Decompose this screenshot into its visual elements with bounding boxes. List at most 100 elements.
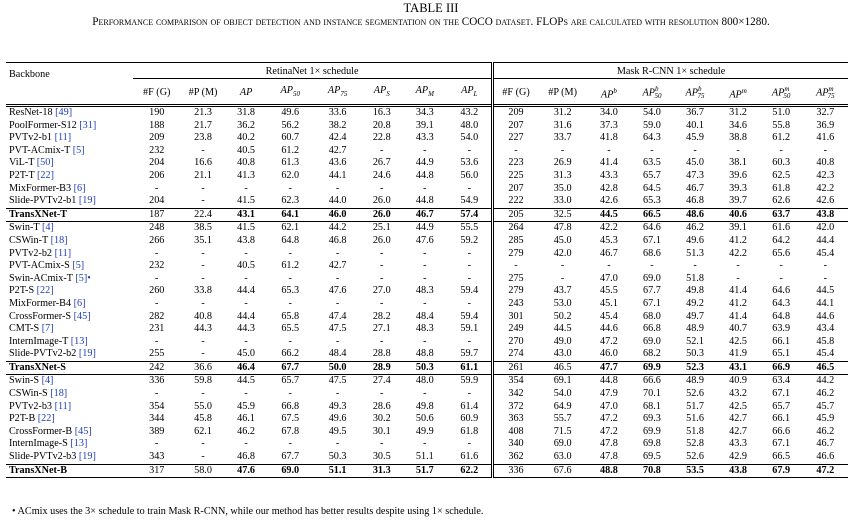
table-cell: 44.5 (553, 323, 572, 335)
table-cell: 55.8 (772, 119, 791, 131)
citation-link[interactable]: [5]• (75, 272, 91, 284)
table-cell: - (380, 144, 384, 156)
table-cell: 66.5 (630, 207, 674, 222)
citation-link[interactable]: [13] (70, 438, 88, 450)
table-cell: 408 (491, 425, 538, 439)
table-cell: 25.1 (361, 221, 403, 235)
table-cell: 46.2 (673, 221, 717, 235)
citation-link[interactable]: [45] (74, 425, 92, 437)
table-cell: 65.5 (281, 323, 300, 335)
backbone-name: Slide-PVTv2-b1 [19] (6, 195, 133, 208)
table-cell: - (201, 388, 205, 400)
citation-link[interactable]: [22] (37, 413, 55, 425)
citation-link[interactable]: [4] (41, 222, 54, 234)
table-cell: 47.2 (802, 463, 848, 479)
table-cell: 48.3 (415, 323, 434, 335)
backbone-name: MixFormer-B3 [6] (6, 183, 133, 196)
table-cell: 188 (149, 119, 165, 131)
table-cell: 39.6 (729, 169, 747, 181)
citation-link[interactable]: [18] (50, 234, 68, 246)
table-cell: 63.5 (643, 157, 661, 169)
table-cell: - (201, 195, 205, 207)
table-cell: 354 (149, 400, 165, 412)
table-cell: - (335, 297, 340, 309)
table-cell: 42.4 (328, 132, 347, 144)
table-cell: 64.2 (772, 234, 791, 246)
citation-link[interactable]: [6] (73, 297, 86, 309)
table-cell: 39.1 (716, 221, 760, 235)
backbone-name: PVTv2-b3 [11] (6, 401, 133, 414)
table-cell: 34.3 (402, 103, 448, 120)
table-cell: 54.0 (553, 388, 572, 400)
table-cell: 49.6 (266, 103, 314, 120)
table-cell: 56.0 (460, 169, 479, 181)
table-cell: 44.3 (237, 323, 255, 335)
table-cell: 207 (491, 119, 538, 133)
table-cell: 62.0 (281, 169, 300, 181)
table-cell: 42.5 (729, 335, 747, 347)
table-row: CSWin-S [18] - - - - - - - - 342 54.0 47.9 70.1 52.6 4… (6, 388, 848, 401)
citation-link[interactable]: [7] (41, 323, 54, 335)
citation-link[interactable]: [11] (54, 247, 72, 259)
table-cell: 41.2 (729, 234, 747, 246)
table-cell: 51.7 (686, 400, 704, 412)
citation-link[interactable]: [22] (36, 285, 54, 297)
table-cell: 63.4 (759, 374, 803, 389)
table-row: CrossFormer-B [45] 389 62.1 46.2 67.8 49.5 30.… (6, 425, 848, 439)
table-cell: 44.5 (816, 285, 835, 297)
citation-link[interactable]: [18] (50, 388, 68, 400)
table-cell: 47.9 (599, 388, 618, 400)
citation-link[interactable]: [4] (41, 375, 54, 387)
table-cell: 42.2 (729, 247, 747, 259)
table-cell: 26.0 (361, 207, 403, 222)
table-cell: - (467, 144, 471, 156)
table-cell: 62.1 (194, 425, 212, 437)
citation-link[interactable]: [6] (73, 182, 86, 194)
table-cell: - (155, 438, 159, 450)
table-cell: 31.3 (361, 463, 403, 479)
table-row: PoolFormer-S12 [31] 188 21.7 36.2 56.2 38.2 20… (6, 119, 848, 133)
citation-link[interactable]: [11] (54, 132, 72, 144)
table-cell: 45.4 (816, 348, 835, 360)
table-cell: - (423, 335, 427, 347)
citation-link[interactable]: [49] (55, 107, 73, 118)
citation-link[interactable]: [19] (78, 348, 96, 360)
citation-link[interactable]: [22] (37, 169, 55, 181)
table-cell: 69.0 (553, 438, 572, 450)
table-cell: 61.6 (759, 221, 803, 235)
citation-link[interactable]: [19] (78, 451, 96, 463)
backbone-name: CSWin-T [18] (6, 235, 133, 248)
table-cell: - (288, 272, 292, 284)
citation-link[interactable]: [11] (54, 400, 72, 412)
citation-link[interactable]: [50] (36, 157, 54, 169)
table-cell: - (560, 272, 565, 284)
table-cell: 69.3 (643, 413, 661, 425)
table-cell: 274 (491, 348, 538, 362)
citation-link[interactable]: [45] (73, 310, 91, 322)
backbone-label: CSWin-T (9, 234, 49, 246)
table-cell: 42.0 (553, 247, 572, 259)
table-cell: 42.3 (816, 169, 835, 181)
table-cell: 41.6 (816, 132, 835, 144)
citation-link[interactable]: [5] (72, 260, 85, 272)
table-cell: 41.5 (225, 221, 267, 235)
citation-link[interactable]: [31] (79, 119, 97, 131)
table-cell: - (288, 297, 292, 309)
citation-link[interactable]: [19] (78, 195, 96, 207)
backbone-name: P2T-B [22] (6, 413, 133, 426)
table-cell: - (823, 272, 828, 284)
citation-link[interactable]: [5] (72, 144, 85, 156)
table-cell: 64.1 (266, 207, 314, 222)
citation-link[interactable]: [13] (70, 335, 88, 347)
table-cell: - (288, 438, 292, 450)
backbone-label: CrossFormer-S (9, 310, 72, 322)
table-row: CSWin-T [18] 266 35.1 43.8 64.8 46.8 26.0 47.6 5… (6, 234, 848, 248)
table-cell: 354 (491, 374, 538, 389)
table-cell: 47.2 (599, 425, 618, 437)
table-cell: 282 (149, 310, 165, 322)
table-cell: 53.0 (553, 297, 572, 309)
table-caption: Performance comparison of object detecti… (92, 16, 770, 28)
backbone-name: InternImage-S [13] (6, 438, 133, 451)
table-cell: - (736, 144, 740, 156)
table-cell: 66.1 (772, 335, 791, 347)
